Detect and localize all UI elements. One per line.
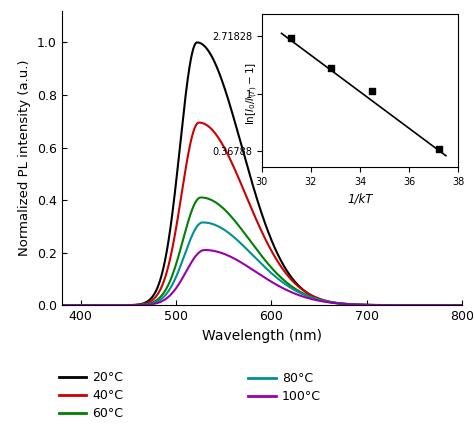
X-axis label: Wavelength (nm): Wavelength (nm) bbox=[202, 329, 322, 343]
Legend: 20°C, 40°C, 60°C: 20°C, 40°C, 60°C bbox=[54, 366, 128, 426]
Text: $\ln[I_0/I_{(T)}-1]$: $\ln[I_0/I_{(T)}-1]$ bbox=[245, 62, 260, 125]
Legend: 80°C, 100°C: 80°C, 100°C bbox=[243, 367, 326, 408]
Y-axis label: Normalized PL intensity (a.u.): Normalized PL intensity (a.u.) bbox=[18, 60, 31, 256]
